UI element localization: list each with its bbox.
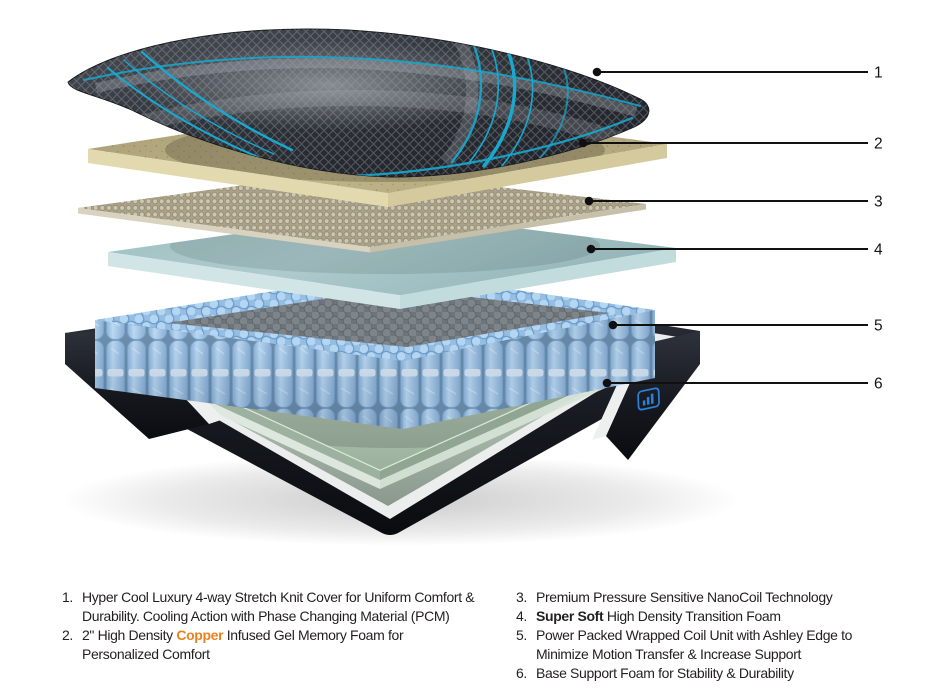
legend-item-5: 5. Power Packed Wrapped Coil Unit with A… bbox=[516, 626, 916, 664]
callout-2: 2 bbox=[578, 136, 883, 153]
legend-item-number: 4. bbox=[516, 608, 527, 624]
legend-item-2: 2. 2" High Density Copper Infused Gel Me… bbox=[62, 626, 510, 664]
legend-item-text: Base Support Foam for Stability & Durabi… bbox=[536, 665, 794, 681]
callout-number: 6 bbox=[874, 376, 883, 393]
callout-number: 2 bbox=[874, 136, 883, 153]
callout-number: 3 bbox=[874, 194, 883, 211]
legend-item-4: 4. Super Soft High Density Transition Fo… bbox=[516, 607, 916, 626]
legend-item-text: Hyper Cool Luxury 4-way Stretch Knit Cov… bbox=[82, 589, 475, 624]
knit-cover-layer bbox=[67, 28, 650, 178]
legend-item-text: Premium Pressure Sensitive NanoCoil Tech… bbox=[536, 589, 833, 605]
legend-item-1: 1. Hyper Cool Luxury 4-way Stretch Knit … bbox=[62, 588, 510, 626]
legend-right-column: 3. Premium Pressure Sensitive NanoCoil T… bbox=[516, 588, 916, 683]
diagram-canvas: 1 2 3 4 5 6 bbox=[60, 28, 883, 546]
cover-plaid-stripes bbox=[83, 34, 641, 177]
copper-highlight: Copper bbox=[176, 627, 224, 643]
legend-item-6: 6. Base Support Foam for Stability & Dur… bbox=[516, 664, 916, 683]
legend-item-text: 2" High Density Copper Infused Gel Memor… bbox=[82, 627, 404, 662]
callout-5: 5 bbox=[608, 318, 883, 335]
callout-number: 1 bbox=[874, 65, 883, 82]
legend-item-number: 1. bbox=[62, 589, 73, 605]
legend-left-column: 1. Hyper Cool Luxury 4-way Stretch Knit … bbox=[62, 588, 510, 664]
callout-number: 5 bbox=[874, 318, 883, 335]
callout-number: 4 bbox=[874, 242, 883, 259]
legend-item-text: Super Soft High Density Transition Foam bbox=[536, 608, 781, 624]
wrapped-coil-layer bbox=[95, 272, 655, 429]
callout-1: 1 bbox=[592, 65, 883, 82]
legend-item-number: 5. bbox=[516, 627, 527, 643]
legend-item-number: 2. bbox=[62, 627, 73, 643]
legend-item-text: Power Packed Wrapped Coil Unit with Ashl… bbox=[536, 627, 853, 662]
legend-item-3: 3. Premium Pressure Sensitive NanoCoil T… bbox=[516, 588, 916, 607]
callouts: 1 2 3 4 5 6 bbox=[578, 65, 883, 393]
callout-6: 6 bbox=[602, 376, 883, 393]
legend-item-number: 3. bbox=[516, 589, 527, 605]
nanocoil-layer bbox=[78, 170, 646, 253]
legend-item-number: 6. bbox=[516, 665, 527, 681]
ashley-bars-logo-icon bbox=[637, 387, 660, 411]
callout-4: 4 bbox=[586, 242, 883, 259]
callout-3: 3 bbox=[584, 194, 883, 211]
